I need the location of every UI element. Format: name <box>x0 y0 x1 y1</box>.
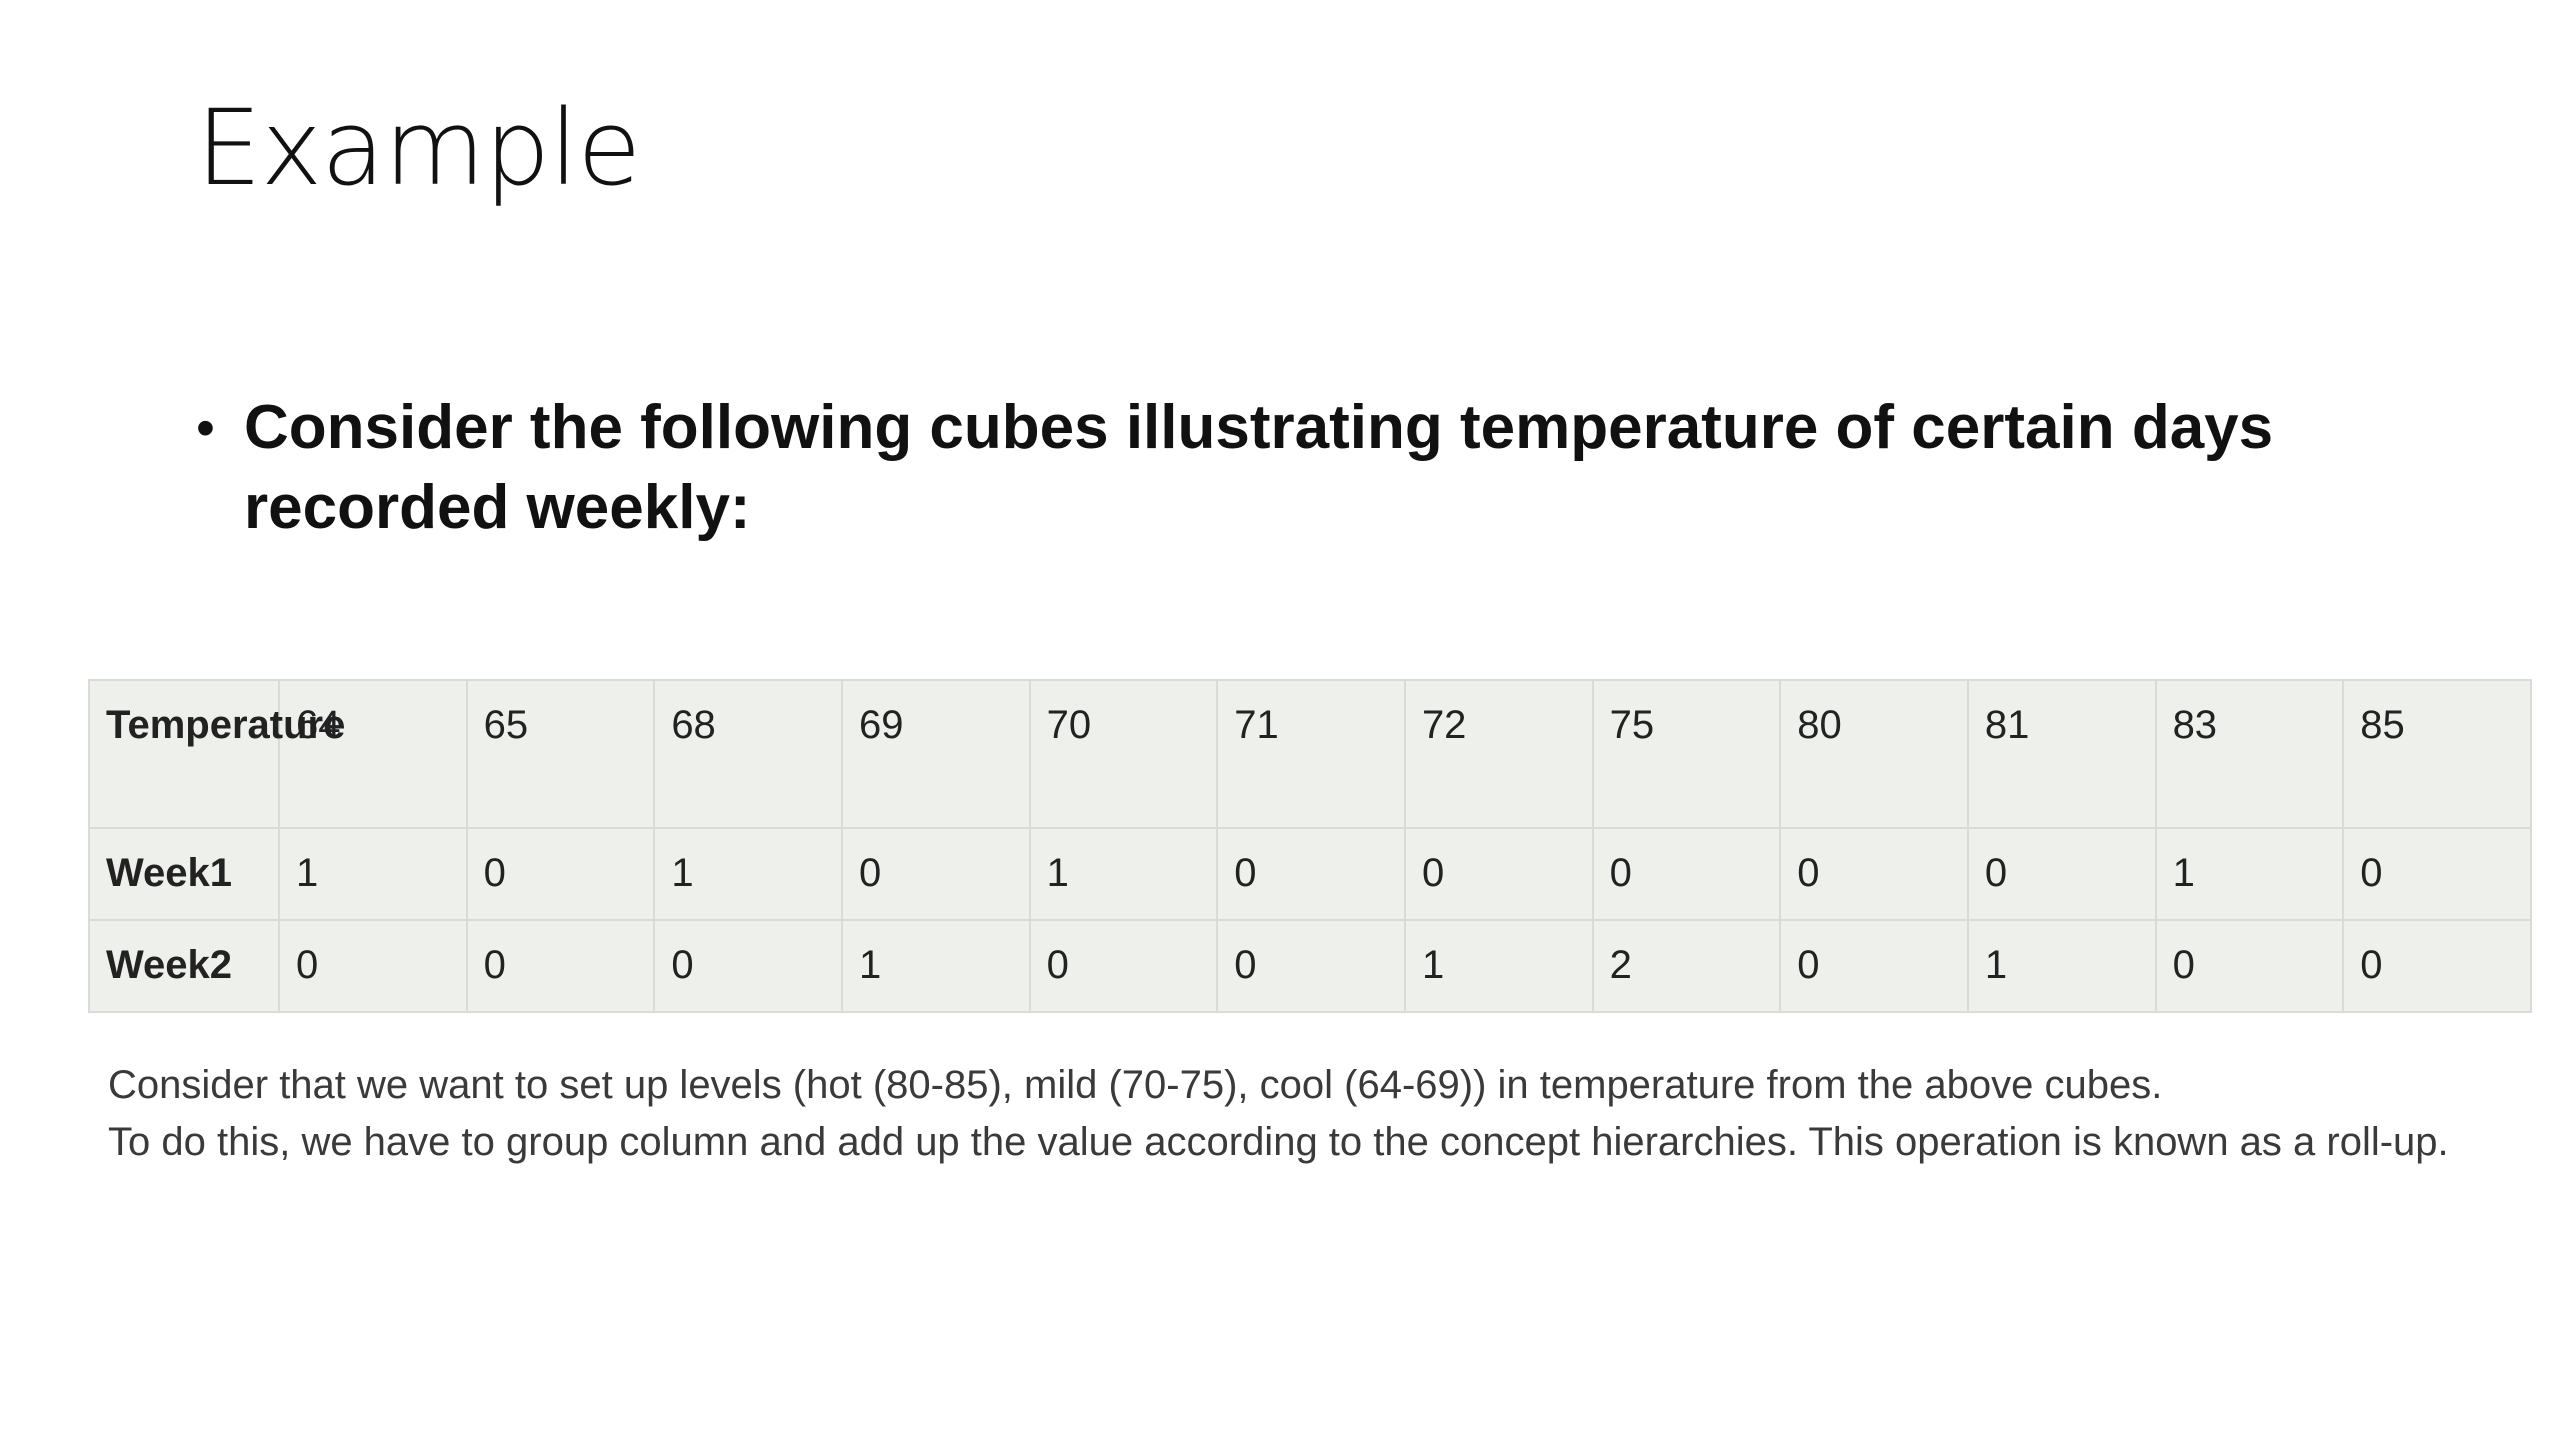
temperature-table: Temperature 64 65 68 69 70 71 72 75 80 8… <box>88 679 2532 1013</box>
value-cell: 2 <box>1591 919 1782 1013</box>
value-cell: 0 <box>840 827 1031 921</box>
temperature-cell: 85 <box>2342 679 2532 829</box>
temperature-cell: 75 <box>1591 679 1782 829</box>
value-cell: 0 <box>1028 919 1219 1013</box>
temperature-cell: 80 <box>1779 679 1969 829</box>
value-cell: 0 <box>1779 919 1969 1013</box>
temperature-cell: 65 <box>465 679 656 829</box>
temperature-cell: 69 <box>840 679 1031 829</box>
row-label-cell: Week1 <box>88 827 280 921</box>
header-label-cell: Temperature <box>88 679 345 829</box>
value-cell: 1 <box>2154 827 2345 921</box>
value-cell: 1 <box>1028 827 1219 921</box>
bullet-icon: • <box>196 398 215 458</box>
value-cell: 1 <box>1403 919 1594 1013</box>
value-cell: 0 <box>2342 919 2532 1013</box>
value-cell: 0 <box>465 919 656 1013</box>
value-cell: 0 <box>2154 919 2345 1013</box>
value-cell: 0 <box>1591 827 1782 921</box>
table-row: Week2 0 0 0 1 0 0 1 2 0 1 0 0 <box>88 919 2532 1013</box>
slide-title: Example <box>196 87 641 209</box>
value-cell: 0 <box>1216 919 1406 1013</box>
temperature-cell: 81 <box>1966 679 2157 829</box>
table-header-row: Temperature 64 65 68 69 70 71 72 75 80 8… <box>88 679 2532 829</box>
note-line: To do this, we have to group column and … <box>108 1120 2449 1164</box>
temperature-cell: 70 <box>1028 679 1219 829</box>
value-cell: 0 <box>2342 827 2532 921</box>
value-cell: 1 <box>840 919 1031 1013</box>
temperature-cell: 64 <box>278 679 468 829</box>
value-cell: 0 <box>1966 827 2157 921</box>
temperature-cell: 71 <box>1216 679 1406 829</box>
temperature-cell: 72 <box>1403 679 1594 829</box>
value-cell: 1 <box>278 827 468 921</box>
value-cell: 0 <box>1216 827 1406 921</box>
value-cell: 0 <box>278 919 468 1013</box>
value-cell: 0 <box>653 919 843 1013</box>
roll-up-note: Consider that we want to set up levels (… <box>108 1057 2528 1171</box>
temperature-cell: 68 <box>653 679 843 829</box>
note-line: Consider that we want to set up levels (… <box>108 1063 2163 1107</box>
bullet-point: • Consider the following cubes illustrat… <box>196 388 2296 548</box>
value-cell: 0 <box>1779 827 1969 921</box>
table-row: Week1 1 0 1 0 1 0 0 0 0 0 1 0 <box>88 827 2532 921</box>
row-label-cell: Week2 <box>88 919 280 1013</box>
temperature-cell: 83 <box>2154 679 2345 829</box>
value-cell: 0 <box>1403 827 1594 921</box>
value-cell: 0 <box>465 827 656 921</box>
bullet-text: Consider the following cubes illustratin… <box>244 393 2274 542</box>
value-cell: 1 <box>1966 919 2157 1013</box>
value-cell: 1 <box>653 827 843 921</box>
